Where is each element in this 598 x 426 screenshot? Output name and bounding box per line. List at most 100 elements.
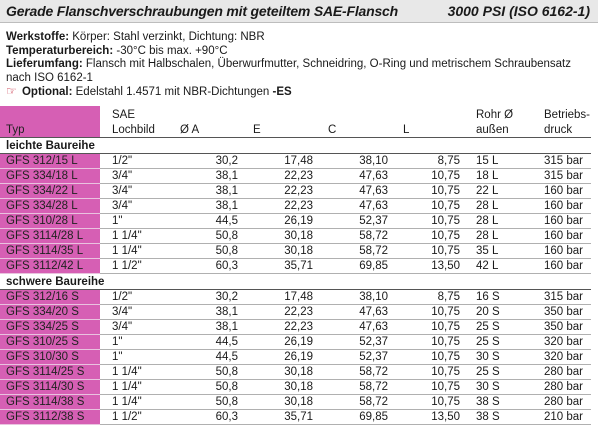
cell-rohr: 25 S (470, 364, 538, 380)
cell-c: 47,63 (323, 304, 398, 320)
cell-typ: GFS 334/20 S (0, 304, 100, 320)
header-aussen: außen (470, 122, 538, 138)
cell-typ: GFS 3114/30 S (0, 379, 100, 395)
cell-rohr: 28 L (470, 228, 538, 244)
cell-l: 10,75 (398, 183, 470, 199)
cell-c: 58,72 (323, 379, 398, 395)
cell-c: 58,72 (323, 243, 398, 259)
cell-sae: 3/4" (100, 198, 175, 214)
header-druck: druck (538, 122, 591, 138)
cell-druck: 280 bar (538, 394, 591, 410)
cell-sae: 1 1/4" (100, 243, 175, 259)
cell-rohr: 16 S (470, 289, 538, 305)
header-e: E (248, 122, 323, 138)
cell-a: 60,3 (175, 258, 248, 274)
cell-e: 22,23 (248, 183, 323, 199)
cell-e: 26,19 (248, 334, 323, 350)
temperature-text: -30°C bis max. +90°C (116, 44, 228, 57)
cell-rohr: 30 S (470, 349, 538, 365)
cell-sae: 3/4" (100, 183, 175, 199)
table-row: GFS 310/25 S 1" 44,5 26,19 52,37 10,75 25 S 320… (0, 334, 591, 350)
cell-druck: 320 bar (538, 334, 591, 350)
cell-e: 17,48 (248, 153, 323, 169)
table-row: GFS 312/16 S 1/2" 30,2 17,48 38,10 8,75 16 S 31… (0, 289, 591, 305)
cell-sae: 3/4" (100, 168, 175, 184)
header-a: Ø A (175, 122, 248, 138)
cell-typ: GFS 3112/38 S (0, 409, 100, 425)
cell-c: 58,72 (323, 394, 398, 410)
cell-c: 47,63 (323, 319, 398, 335)
optional-label: Optional: (21, 86, 73, 99)
cell-l: 10,75 (398, 243, 470, 259)
header-c: C (323, 122, 398, 138)
cell-e: 35,71 (248, 258, 323, 274)
temperature-label: Temperaturbereich: (6, 44, 114, 57)
section-header: leichte Baureihe (0, 137, 591, 154)
cell-e: 30,18 (248, 364, 323, 380)
cell-c: 47,63 (323, 198, 398, 214)
cell-sae: 1 1/4" (100, 364, 175, 380)
cell-a: 44,5 (175, 349, 248, 365)
cell-druck: 160 bar (538, 243, 591, 259)
cell-rohr: 38 S (470, 409, 538, 425)
table-row: GFS 310/30 S 1" 44,5 26,19 52,37 10,75 30 S 320… (0, 349, 591, 365)
cell-rohr: 42 L (470, 258, 538, 274)
title-bar: Gerade Flanschverschraubungen mit geteil… (0, 0, 598, 23)
cell-sae: 1" (100, 349, 175, 365)
cell-rohr: 15 L (470, 153, 538, 169)
pointing-hand-icon: ☞ (6, 84, 17, 99)
scope-text: Flansch mit Halbschalen, Überwurfmutter,… (6, 58, 572, 84)
header-typ: Typ (0, 122, 100, 138)
section-title: leichte Baureihe (0, 137, 591, 154)
cell-e: 22,23 (248, 319, 323, 335)
cell-typ: GFS 312/16 S (0, 289, 100, 305)
cell-sae: 1" (100, 334, 175, 350)
cell-a: 50,8 (175, 243, 248, 259)
cell-l: 10,75 (398, 304, 470, 320)
cell-l: 10,75 (398, 168, 470, 184)
cell-druck: 350 bar (538, 319, 591, 335)
cell-typ: GFS 310/25 S (0, 334, 100, 350)
header-l: L (398, 122, 470, 138)
cell-typ: GFS 310/28 L (0, 213, 100, 229)
product-table: SAE Rohr Ø Betriebs- Typ Lochbild Ø A E … (0, 106, 591, 425)
cell-c: 47,63 (323, 168, 398, 184)
cell-druck: 160 bar (538, 183, 591, 199)
cell-e: 35,71 (248, 409, 323, 425)
cell-sae: 1 1/4" (100, 379, 175, 395)
cell-druck: 160 bar (538, 228, 591, 244)
cell-druck: 320 bar (538, 349, 591, 365)
cell-rohr: 22 L (470, 183, 538, 199)
cell-rohr: 25 S (470, 319, 538, 335)
cell-a: 50,8 (175, 394, 248, 410)
cell-rohr: 20 S (470, 304, 538, 320)
cell-typ: GFS 334/28 L (0, 198, 100, 214)
cell-e: 26,19 (248, 349, 323, 365)
cell-e: 30,18 (248, 228, 323, 244)
cell-c: 38,10 (323, 153, 398, 169)
table-header-row: SAE Rohr Ø Betriebs- (0, 106, 591, 122)
cell-druck: 160 bar (538, 258, 591, 274)
cell-a: 38,1 (175, 319, 248, 335)
cell-rohr: 25 S (470, 334, 538, 350)
cell-l: 10,75 (398, 228, 470, 244)
cell-l: 10,75 (398, 213, 470, 229)
cell-rohr: 28 L (470, 198, 538, 214)
cell-a: 30,2 (175, 289, 248, 305)
cell-sae: 1 1/2" (100, 409, 175, 425)
cell-e: 26,19 (248, 213, 323, 229)
temperature-line: Temperaturbereich: -30°C bis max. +90°C (6, 45, 592, 59)
cell-druck: 210 bar (538, 409, 591, 425)
cell-druck: 315 bar (538, 168, 591, 184)
cell-l: 10,75 (398, 319, 470, 335)
cell-typ: GFS 334/18 L (0, 168, 100, 184)
table-header-row: Typ Lochbild Ø A E C L außen druck (0, 122, 591, 138)
cell-druck: 350 bar (538, 304, 591, 320)
